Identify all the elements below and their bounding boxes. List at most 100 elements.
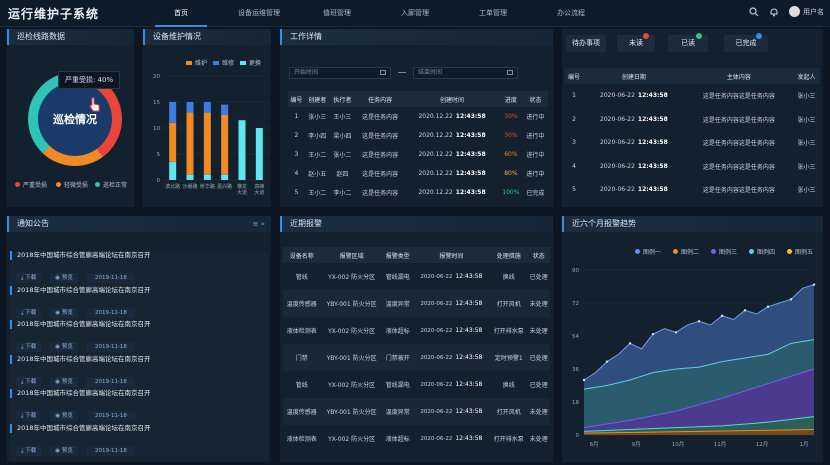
notice-item-title[interactable]: 2018年中国城市综合管廊高端论坛在南京召开 <box>10 251 268 260</box>
created-date: 2020.12.22 <box>418 113 453 120</box>
table-row[interactable]: 5 王小二 李小二 这是任务内容 2020.12.22 12:43:58 100% 已完成 <box>288 183 548 202</box>
notice-item-title[interactable]: 2018年中国城市综合管廊高端论坛在南京召开 <box>10 423 268 433</box>
tab-done[interactable]: 已完成 <box>724 33 768 52</box>
nav-duty[interactable]: 值班管理 <box>323 9 351 17</box>
table-row[interactable]: 1 张小三 王小三 这是任务内容 2020.12.22 12:43:58 30% 进行中 <box>288 107 548 126</box>
legend-dot <box>95 182 100 187</box>
main-content: 这是任务内容这是任务内容 <box>702 116 775 124</box>
series-one-point <box>651 332 655 336</box>
created-time: 2020.12.22 12:43:58 <box>405 183 499 202</box>
calendar-icon <box>507 70 513 75</box>
alarm-time: 2020-06-22 12:43:58 <box>413 398 490 425</box>
nav-entry[interactable]: 入廊管理 <box>401 9 429 17</box>
eye-icon: ◉ <box>55 447 61 454</box>
end-time-input[interactable]: 结束时间 <box>413 67 518 79</box>
alarm-area: YBY-001 防火分区 <box>326 409 377 416</box>
col-header: 设备名称 <box>283 247 321 263</box>
preview-button[interactable]: ◉ 预览 <box>50 445 78 456</box>
nav-device-maintenance[interactable]: 设备运维管理 <box>238 9 280 17</box>
username[interactable]: 用户名 <box>803 7 824 16</box>
table-row[interactable]: 管线 YX-002 防火分区 管线漏电 2020-06-22 12:43:58 换线 已处理 <box>283 371 550 398</box>
preview-button[interactable]: ◉ 预览 <box>50 307 78 318</box>
nav-office[interactable]: 办公流程 <box>557 9 585 17</box>
patrol-legend-3: 巡检正常 <box>95 180 127 189</box>
notice-date: 2019-11-18 <box>86 273 135 283</box>
eye-icon: ◉ <box>55 344 61 350</box>
row-number: 1 <box>572 92 576 100</box>
row-number: 5 <box>294 189 299 196</box>
notice-item-title[interactable]: 2018年中国城市综合管廊高端论坛在南京召开 <box>10 285 268 295</box>
table-row[interactable]: 液体检测表 YX-002 防火分区 液体超标 2020-06-22 12:43:58 打开… <box>283 425 550 452</box>
range-separator <box>398 72 406 73</box>
download-button[interactable]: ⤓ 下载 <box>16 411 42 421</box>
notice-item: 2018年中国城市综合管廊高端论坛在南京召开 ⤓ 下载 ◉ 预览 2019-11… <box>10 320 268 356</box>
trend-legend-item: 图例二 <box>673 247 699 256</box>
more-icon[interactable]: ≡ » <box>252 220 265 228</box>
series-two-line <box>583 429 815 434</box>
x-tick-label: 滨北路 <box>165 183 180 190</box>
start-time-input[interactable]: 开始时间 <box>289 67 391 79</box>
row-number: 4 <box>294 170 299 177</box>
alarm-time: 2020-06-22 12:43:58 <box>413 317 490 344</box>
time-text: 12:43:58 <box>455 408 483 415</box>
table-row[interactable]: 4 2020-06-22 12:43:58 这是任务内容这是任务内容 张小三 <box>565 155 820 179</box>
download-button[interactable]: ⤓ 下载 <box>16 273 42 283</box>
creator: 赵小五 <box>308 171 327 178</box>
table-row[interactable]: 3 2020-06-22 12:43:58 这是任务内容这是任务内容 张小三 <box>565 131 820 155</box>
table-row[interactable]: 液体检测表 YX-002 防火分区 液体超标 2020-06-22 12:43:58 打开… <box>283 317 550 344</box>
todo-panel <box>562 29 823 207</box>
task-content: 这是任务内容 <box>362 152 399 159</box>
download-button[interactable]: ⤓ 下载 <box>16 342 42 352</box>
read-badge <box>696 33 702 39</box>
table-row[interactable]: 3 王小二 张小二 这是任务内容 2020.12.22 12:43:58 60% 进行中 <box>288 145 548 164</box>
done-badge <box>756 33 762 39</box>
status: 未处理 <box>529 328 548 335</box>
bar-segment <box>186 102 194 113</box>
device-name: 液体检测表 <box>286 328 317 335</box>
maint-legend-3: 更换 <box>240 58 261 67</box>
table-row[interactable]: 管线 YX-002 防火分区 管线漏电 2020-06-22 12:43:58 换线 已处理 <box>283 263 550 290</box>
table-row[interactable]: 温度传感器 YBY-001 防火分区 温度异常 2020-06-22 12:43:58 打… <box>283 398 550 425</box>
tab-unread[interactable]: 未读 <box>617 33 655 52</box>
download-button[interactable]: ⤓ 下载 <box>16 307 42 318</box>
bell-icon[interactable] <box>769 7 779 17</box>
nav-workorder[interactable]: 工单管理 <box>479 9 507 17</box>
table-row[interactable]: 5 2020-06-22 12:43:58 这是任务内容这是任务内容 张小三 <box>565 178 820 202</box>
table-row[interactable]: 4 赵小五 赵四 这是任务内容 2020.12.22 12:43:58 80% 进行中 <box>288 164 548 183</box>
download-button[interactable]: ⤓ 下载 <box>16 376 42 387</box>
avatar[interactable] <box>789 6 800 17</box>
alarm-time: 2020-06-22 12:43:58 <box>413 425 490 452</box>
notice-item-title[interactable]: 2018年中国城市综合管廊高端论坛在南京召开 <box>10 389 268 398</box>
alarm-type: 温度异常 <box>385 409 410 416</box>
search-icon[interactable] <box>749 6 759 17</box>
col-header: 报警区域 <box>320 247 383 263</box>
table-row[interactable]: 2 2020-06-22 12:43:58 这是任务内容这是任务内容 张小三 <box>565 108 820 132</box>
download-button[interactable]: ⤓ 下载 <box>16 445 42 456</box>
status: 已完成 <box>526 190 545 197</box>
table-row[interactable]: 温度传感器 YBY-001 防火分区 温度异常 2020-06-22 12:43:58 打… <box>283 290 550 317</box>
creator: 李小四 <box>308 133 327 140</box>
table-row[interactable]: 门禁 YBY-001 防火分区 门禁被开 2020-06-22 12:43:58 定时预警… <box>283 344 550 371</box>
device-name: 温度传感器 <box>286 301 317 308</box>
initiator: 张小三 <box>797 163 816 171</box>
preview-button[interactable]: ◉ 预览 <box>50 376 78 387</box>
patrol-legend-2: 轻微受损 <box>56 180 88 189</box>
status: 进行中 <box>526 152 545 159</box>
preview-button[interactable]: ◉ 预览 <box>50 411 78 421</box>
table-row[interactable]: 2 李小四 梁小四 这是任务内容 2020.12.22 12:43:58 30% 进行中 <box>288 126 548 145</box>
date-text: 2020-06-22 <box>420 328 453 334</box>
series-one-point <box>812 283 816 286</box>
date-text: 2020-06-22 <box>420 274 453 280</box>
row-number: 3 <box>572 139 576 147</box>
preview-button[interactable]: ◉ 预览 <box>50 273 78 283</box>
status: 未处理 <box>529 301 548 308</box>
series-one-point <box>789 298 793 301</box>
table-row[interactable]: 1 2020-06-22 12:43:58 这是任务内容这是任务内容 张小三 <box>565 84 820 108</box>
preview-button[interactable]: ◉ 预览 <box>50 342 78 352</box>
notice-item-title[interactable]: 2018年中国城市综合管廊高端论坛在南京召开 <box>10 320 268 329</box>
notice-item-title[interactable]: 2018年中国城市综合管廊高端论坛在南京召开 <box>10 354 268 364</box>
nav-home[interactable]: 首页 <box>155 0 207 27</box>
trend-title: 近六个月报警趋势 <box>562 216 823 232</box>
tab-read[interactable]: 已读 <box>668 33 708 52</box>
tab-todo[interactable]: 待办事项 <box>566 35 606 52</box>
